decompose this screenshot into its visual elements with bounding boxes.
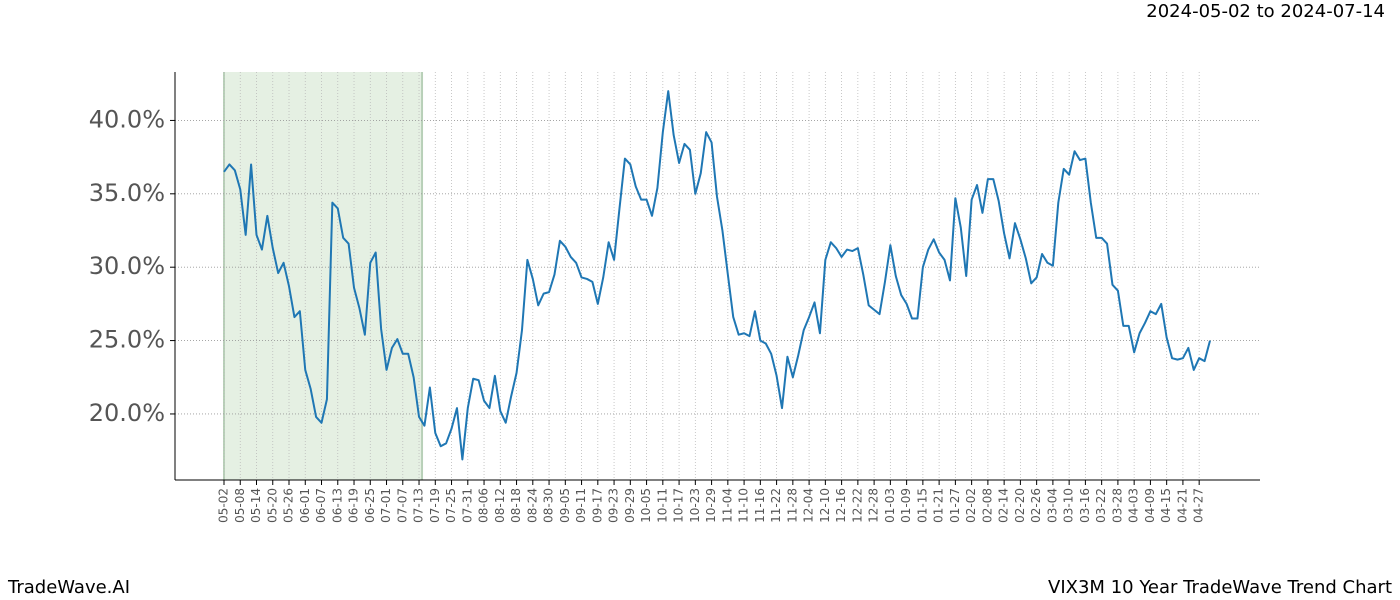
x-tick-label: 01-15 (915, 488, 929, 523)
x-tick-label: 12-22 (850, 488, 864, 523)
x-tick-label: 09-29 (623, 488, 637, 523)
x-tick-label: 01-09 (899, 488, 913, 523)
x-tick-label: 11-28 (785, 488, 799, 523)
x-tick-label: 02-20 (1013, 488, 1027, 523)
x-tick-label: 08-12 (493, 488, 507, 523)
x-tick-label: 11-04 (720, 488, 734, 523)
x-tick-label: 11-22 (769, 488, 783, 523)
x-tick-label: 02-02 (964, 488, 978, 523)
x-tick-label: 04-15 (1159, 488, 1173, 523)
x-tick-label: 04-21 (1175, 488, 1189, 523)
x-tick-label: 04-27 (1192, 488, 1206, 523)
x-tick-label: 04-09 (1143, 488, 1157, 523)
x-tick-label: 07-07 (395, 488, 409, 523)
x-tick-label: 10-23 (688, 488, 702, 523)
y-tick-label: 30.0% (89, 252, 165, 280)
data-line (223, 90, 1211, 461)
x-tick-label: 08-18 (509, 488, 523, 523)
x-tick-label: 05-20 (265, 488, 279, 523)
x-tick-label: 02-14 (997, 488, 1011, 523)
x-tick-label: 06-01 (298, 488, 312, 523)
x-tick-label: 11-16 (753, 488, 767, 523)
x-tick-label: 10-29 (704, 488, 718, 523)
x-tick-label: 07-01 (379, 488, 393, 523)
x-tick-label: 10-05 (639, 488, 653, 523)
x-tick-label: 02-26 (1029, 488, 1043, 523)
x-tick-label: 11-10 (737, 488, 751, 523)
x-tick-label: 03-28 (1110, 488, 1124, 523)
x-tick-label: 06-25 (363, 488, 377, 523)
x-tick-label: 01-03 (883, 488, 897, 523)
x-tick-label: 07-25 (444, 488, 458, 523)
x-tick-label: 08-30 (542, 488, 556, 523)
x-tick-label: 01-21 (932, 488, 946, 523)
x-tick-label: 06-19 (347, 488, 361, 523)
x-tick-label: 07-31 (460, 488, 474, 523)
x-tick-label: 04-03 (1127, 488, 1141, 523)
x-tick-label: 05-14 (249, 488, 263, 523)
x-tick-label: 07-13 (412, 488, 426, 523)
x-tick-label: 08-06 (477, 488, 491, 523)
x-tick-label: 05-08 (233, 488, 247, 523)
x-tick-label: 03-10 (1062, 488, 1076, 523)
x-tick-label: 01-27 (948, 488, 962, 523)
x-tick-label: 09-05 (558, 488, 572, 523)
x-tick-label: 05-02 (217, 488, 231, 523)
y-tick-label: 40.0% (89, 105, 165, 133)
y-tick-label: 35.0% (89, 179, 165, 207)
x-tick-label: 06-07 (314, 488, 328, 523)
x-tick-label: 03-04 (1045, 488, 1059, 523)
x-tick-label: 12-28 (867, 488, 881, 523)
y-tick-label: 20.0% (89, 399, 165, 427)
x-tick-label: 09-17 (590, 488, 604, 523)
x-tick-label: 12-10 (818, 488, 832, 523)
x-tick-label: 08-24 (525, 488, 539, 523)
x-tick-label: 10-11 (655, 488, 669, 523)
x-tick-label: 02-08 (980, 488, 994, 523)
x-tick-label: 03-16 (1078, 488, 1092, 523)
x-tick-label: 07-19 (428, 488, 442, 523)
x-tick-label: 05-26 (282, 488, 296, 523)
x-tick-label: 12-04 (802, 488, 816, 523)
date-range: 2024-05-02 to 2024-07-14 (1146, 1, 1385, 22)
brand: TradeWave.AI (7, 577, 130, 598)
chart-title: VIX3M 10 Year TradeWave Trend Chart (1048, 577, 1392, 598)
x-tick-label: 09-23 (607, 488, 621, 523)
x-tick-label: 03-22 (1094, 488, 1108, 523)
x-tick-label: 12-16 (834, 488, 848, 523)
x-tick-label: 10-17 (672, 488, 686, 523)
x-tick-label: 06-13 (330, 488, 344, 523)
x-tick-label: 09-11 (574, 488, 588, 523)
y-tick-label: 25.0% (89, 326, 165, 354)
